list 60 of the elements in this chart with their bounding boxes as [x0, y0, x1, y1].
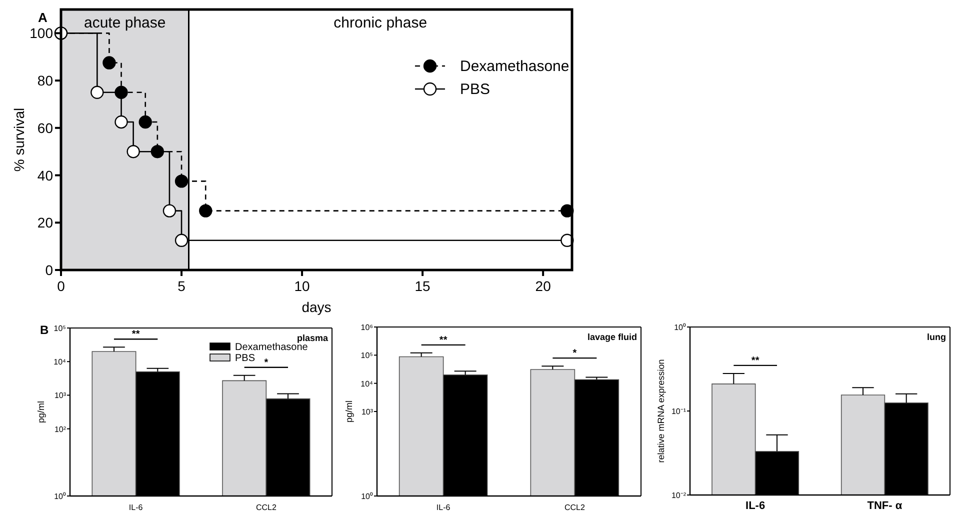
- point: [199, 204, 212, 218]
- y-tick-label: 60: [37, 120, 54, 136]
- y-tick-label: 10⁵: [54, 324, 66, 333]
- y-axis-title: pg/ml: [36, 400, 46, 424]
- x-tick-label: IL-6: [128, 503, 144, 512]
- x-tick-label: CCL2: [256, 503, 277, 512]
- y-tick-label: 100: [30, 25, 54, 42]
- text: lavage fluid: [587, 332, 637, 342]
- y-axis-title: % survival: [11, 108, 27, 172]
- y-tick-label: 10⁴: [360, 379, 374, 388]
- point: [126, 144, 140, 158]
- legend-label: PBS: [460, 81, 490, 98]
- annotation: chronic phase: [334, 14, 428, 32]
- point: [138, 115, 152, 129]
- y-tick-label: 10⁻²: [671, 491, 686, 500]
- y-tick-label: 10⁶: [360, 323, 373, 332]
- y-tick-label: 80: [37, 72, 54, 89]
- y-tick-label: 10⁴: [54, 358, 67, 367]
- x-axis-title: days: [302, 299, 332, 315]
- x-tick-label: TNF- α: [867, 500, 902, 512]
- point: [90, 86, 104, 99]
- y-tick-label: 10⁰: [54, 492, 66, 501]
- y-tick-label: 0: [45, 262, 54, 278]
- y-tick-label: 10⁰: [674, 323, 686, 332]
- x-tick-label: 5: [178, 278, 186, 294]
- legend-label: Dexamethasone: [235, 342, 308, 353]
- y-tick-label: 10⁵: [360, 351, 373, 360]
- point: [174, 174, 188, 188]
- x-tick-label: 15: [414, 278, 431, 294]
- band-label: acute phase: [84, 14, 166, 32]
- annotation: *: [572, 348, 577, 360]
- annotation: **: [132, 329, 140, 340]
- y-tick-label: 10³: [361, 408, 374, 416]
- annotation: **: [439, 334, 448, 346]
- x-tick-label: 10: [294, 278, 310, 294]
- x-tick-label: IL-6: [746, 500, 766, 512]
- text: A: [38, 10, 48, 25]
- point: [150, 144, 164, 158]
- legend-label: PBS: [235, 353, 256, 364]
- text: lung: [927, 332, 946, 342]
- x-tick-label: IL-6: [436, 503, 451, 512]
- x-tick-label: CCL2: [564, 503, 586, 512]
- annotation: **: [751, 355, 760, 366]
- y-tick-label: 10³: [54, 391, 66, 400]
- y-axis-title: pg/ml: [344, 400, 354, 423]
- x-tick-label: 20: [535, 278, 552, 294]
- point: [174, 234, 188, 247]
- point: [102, 56, 116, 70]
- y-tick-label: 10⁰: [361, 492, 373, 501]
- y-tick-label: 10²: [54, 424, 66, 434]
- y-tick-label: 20: [37, 214, 54, 231]
- text: plasma: [296, 333, 329, 343]
- annotation: *: [264, 357, 268, 368]
- legend-label: Dexamethasone: [460, 58, 570, 75]
- text: B: [40, 323, 49, 337]
- point: [114, 115, 128, 129]
- y-axis-title: relative mRNA expression: [656, 359, 666, 463]
- y-tick-label: 40: [37, 167, 54, 184]
- y-tick-label: 10⁻¹: [671, 407, 686, 416]
- point: [162, 204, 176, 218]
